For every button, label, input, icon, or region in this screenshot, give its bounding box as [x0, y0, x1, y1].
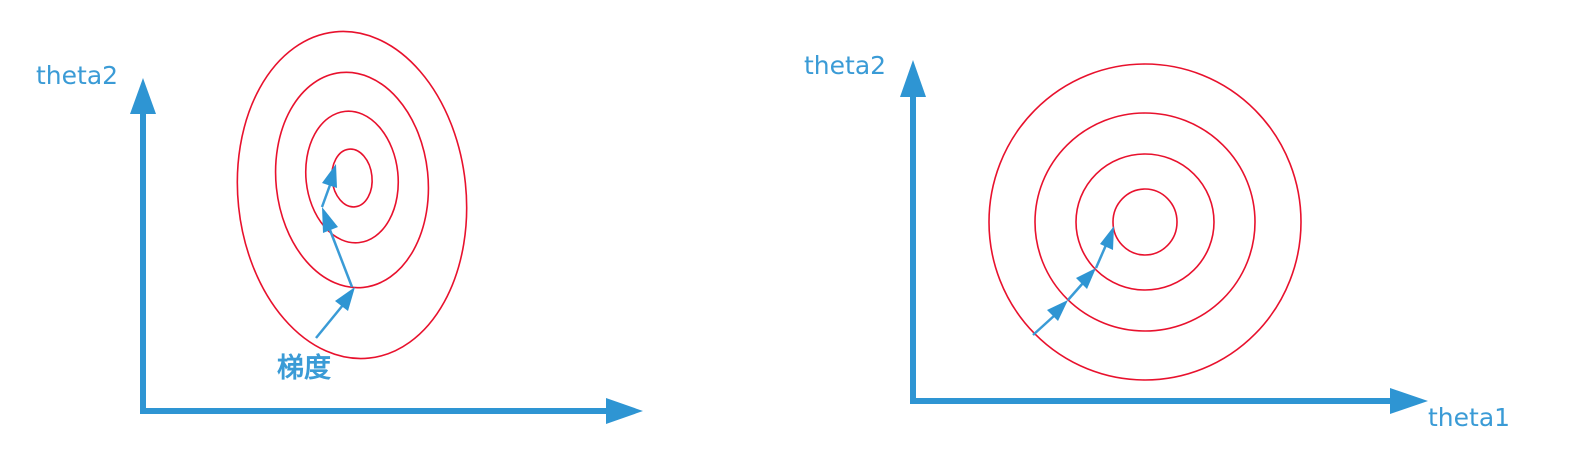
- left-x-axis-arrowhead: [606, 398, 643, 424]
- left-step-3-line: [320, 184, 332, 208]
- left-contour-2: [304, 110, 400, 244]
- right-step-1-arrowhead: [1047, 300, 1068, 321]
- right-panel: theta2 theta1: [804, 51, 1510, 432]
- left-step-1-arrowhead: [335, 287, 355, 311]
- left-step-3-arrowhead: [322, 164, 337, 188]
- right-gradient-steps: [1032, 226, 1114, 336]
- left-y-axis-arrowhead: [130, 78, 156, 114]
- left-step-2-line: [328, 229, 354, 288]
- left-gradient-steps: [315, 164, 355, 339]
- right-step-1-line: [1032, 314, 1056, 336]
- left-panel: theta2 梯度: [36, 30, 643, 424]
- right-contours: [988, 63, 1302, 381]
- right-axes: [900, 60, 1428, 414]
- left-contours: [236, 30, 468, 360]
- left-axes: [130, 78, 643, 424]
- right-x-axis-arrowhead: [1390, 388, 1428, 414]
- right-contour-inner: [1112, 188, 1178, 256]
- right-step-2-line: [1067, 282, 1084, 301]
- right-step-3-line: [1094, 244, 1108, 269]
- right-step-2-arrowhead: [1076, 268, 1096, 289]
- right-contour-3: [1034, 112, 1256, 332]
- right-y-axis-arrowhead: [900, 60, 926, 97]
- right-contour-outer: [988, 63, 1302, 381]
- left-step-1-line: [315, 304, 344, 339]
- right-step-3-arrowhead: [1100, 226, 1114, 250]
- left-contour-outer: [236, 30, 468, 360]
- right-contour-2: [1075, 153, 1215, 291]
- right-y-axis-label: theta2: [804, 51, 886, 80]
- right-x-axis-label: theta1: [1428, 403, 1510, 432]
- left-y-axis-label: theta2: [36, 61, 118, 90]
- gradient-label: 梯度: [277, 352, 331, 384]
- left-step-2-arrowhead: [322, 207, 338, 233]
- left-contour-3: [274, 71, 430, 289]
